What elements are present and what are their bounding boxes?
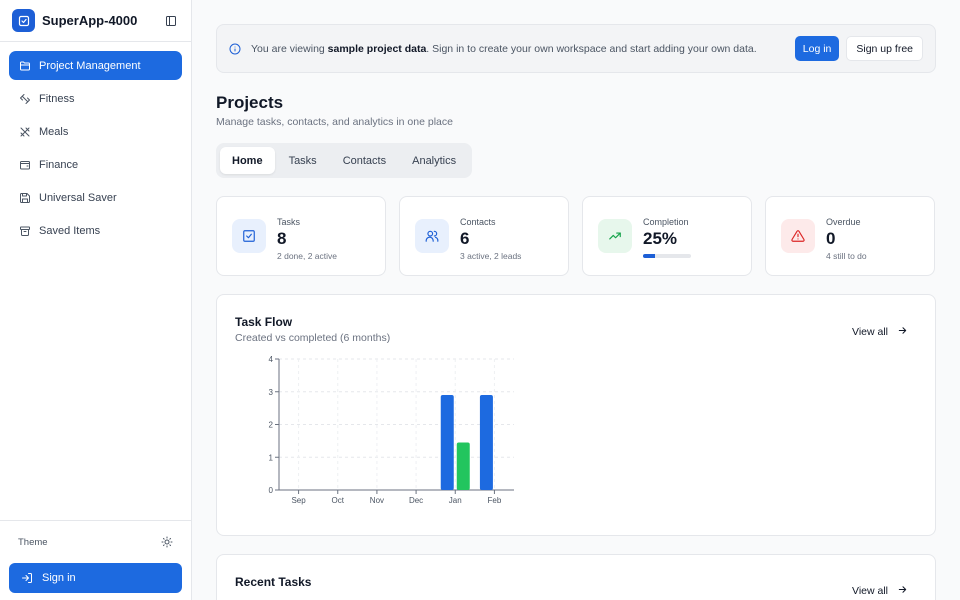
tab-tasks[interactable]: Tasks <box>288 154 317 167</box>
sign-in-label: Sign in <box>42 572 76 584</box>
sun-icon[interactable] <box>161 536 173 548</box>
tab-analytics[interactable]: Analytics <box>412 154 457 167</box>
info-icon <box>229 43 241 55</box>
dumbbell-icon <box>19 93 31 105</box>
stats-row: Tasks 8 2 done, 2 active Contacts 6 3 ac… <box>216 196 936 276</box>
users-icon <box>415 219 449 253</box>
recent-tasks-card: Recent Tasks View all <box>216 554 936 600</box>
stat-card-overdue[interactable]: Overdue 0 4 still to do <box>765 196 935 276</box>
sidebar-item-fitness[interactable]: Fitness <box>9 84 182 113</box>
recent-tasks-view-all-button[interactable]: View all <box>852 584 908 598</box>
task-flow-card: Task Flow Created vs completed (6 months… <box>216 294 936 536</box>
view-all-label: View all <box>852 326 888 338</box>
folder-icon <box>19 60 31 72</box>
banner-message: You are viewing sample project data. Sig… <box>251 42 776 56</box>
stat-card-completion[interactable]: Completion 25% <box>582 196 752 276</box>
stat-label: Contacts <box>460 217 496 227</box>
sidebar-toggle-icon[interactable] <box>163 13 179 29</box>
recent-tasks-title: Recent Tasks <box>235 575 312 589</box>
y-tick-label: 4 <box>269 355 274 364</box>
sidebar: SuperApp-4000 Project Management Fitness… <box>0 0 192 600</box>
log-in-icon <box>21 572 33 584</box>
sign-in-button[interactable]: Sign in <box>9 563 182 593</box>
check-square-icon <box>232 219 266 253</box>
theme-label: Theme <box>18 536 48 548</box>
sidebar-item-label: Universal Saver <box>39 191 117 204</box>
sidebar-footer: Theme Sign in <box>0 520 191 600</box>
app-logo-icon <box>12 9 35 32</box>
tab-home[interactable]: Home <box>220 147 275 174</box>
chart-bar <box>456 442 470 490</box>
stat-value: 25% <box>643 229 678 248</box>
x-tick-label: Dec <box>409 496 423 505</box>
task-flow-subtitle: Created vs completed (6 months) <box>235 332 391 344</box>
banner-text-after: . Sign in to create your own workspace a… <box>426 42 757 55</box>
tab-contacts[interactable]: Contacts <box>342 154 387 167</box>
page-subtitle: Manage tasks, contacts, and analytics in… <box>216 116 453 128</box>
sign-up-button[interactable]: Sign up free <box>846 36 923 61</box>
completion-progress-fill <box>643 254 655 258</box>
stat-card-tasks[interactable]: Tasks 8 2 done, 2 active <box>216 196 386 276</box>
utensils-icon <box>19 126 31 138</box>
task-flow-title: Task Flow <box>235 315 293 329</box>
view-all-label: View all <box>852 585 888 597</box>
sample-data-banner: You are viewing sample project data. Sig… <box>216 24 936 73</box>
task-flow-view-all-button[interactable]: View all <box>852 325 908 339</box>
sidebar-item-label: Finance <box>39 158 79 171</box>
y-tick-label: 0 <box>269 486 274 495</box>
sidebar-item-meals[interactable]: Meals <box>9 117 182 146</box>
stat-note: 2 done, 2 active <box>277 251 338 261</box>
chart-bar <box>479 395 493 490</box>
sidebar-item-saved-items[interactable]: Saved Items <box>9 216 182 245</box>
chart-bar <box>440 395 454 490</box>
wallet-icon <box>19 159 31 171</box>
sidebar-item-universal-saver[interactable]: Universal Saver <box>9 183 182 212</box>
sidebar-item-label: Meals <box>39 125 69 138</box>
banner-text-before: You are viewing <box>251 42 328 55</box>
stat-label: Tasks <box>277 217 301 227</box>
arrow-right-icon <box>897 584 908 598</box>
y-tick-label: 2 <box>269 421 274 430</box>
sidebar-item-finance[interactable]: Finance <box>9 150 182 179</box>
page-title: Projects <box>216 93 284 112</box>
stat-note: 4 still to do <box>826 251 867 261</box>
stat-card-contacts[interactable]: Contacts 6 3 active, 2 leads <box>399 196 569 276</box>
sidebar-item-project-management[interactable]: Project Management <box>9 51 182 80</box>
sidebar-item-label: Fitness <box>39 92 75 105</box>
save-icon <box>19 192 31 204</box>
x-tick-label: Jan <box>449 496 462 505</box>
completion-progress-bar <box>643 254 691 258</box>
arrow-right-icon <box>897 325 908 339</box>
log-in-button[interactable]: Log in <box>794 36 840 61</box>
x-tick-label: Oct <box>332 496 345 505</box>
x-tick-label: Nov <box>370 496 384 505</box>
stat-note: 3 active, 2 leads <box>460 251 522 261</box>
task-flow-chart: 0 1 2 3 4 Sep Oct Nov Dec Jan Feb <box>269 355 514 505</box>
sidebar-nav: Project Management Fitness Meals Finance… <box>0 42 191 245</box>
stat-value: 8 <box>277 229 287 248</box>
archive-icon <box>19 225 31 237</box>
main-content: You are viewing sample project data. Sig… <box>216 24 936 600</box>
sidebar-item-label: Saved Items <box>39 224 101 237</box>
alert-triangle-icon <box>781 219 815 253</box>
banner-text-bold: sample project data <box>327 42 427 55</box>
theme-row: Theme <box>9 521 182 563</box>
tab-bar: Home Tasks Contacts Analytics <box>216 143 473 178</box>
stat-value: 6 <box>460 229 470 248</box>
stat-label: Completion <box>643 217 689 227</box>
brand-header: SuperApp-4000 <box>0 0 191 42</box>
y-tick-label: 3 <box>269 388 274 397</box>
x-tick-label: Feb <box>488 496 502 505</box>
app-name: SuperApp-4000 <box>42 13 138 28</box>
stat-value: 0 <box>826 229 836 248</box>
y-tick-label: 1 <box>269 453 274 462</box>
banner-actions: Log in Sign up free <box>794 36 923 61</box>
stat-label: Overdue <box>826 217 861 227</box>
trending-up-icon <box>598 219 632 253</box>
x-tick-label: Sep <box>291 496 306 505</box>
sidebar-item-label: Project Management <box>39 59 141 72</box>
